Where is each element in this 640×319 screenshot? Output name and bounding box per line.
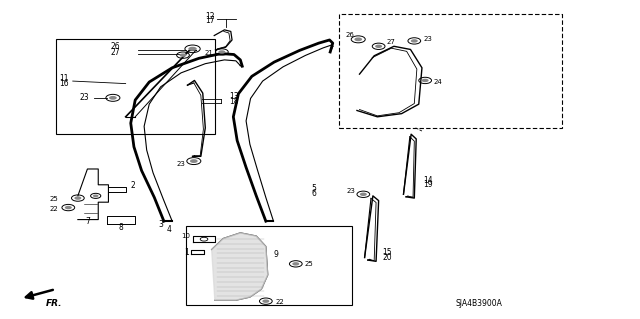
- Text: 15: 15: [382, 248, 392, 257]
- Text: 21: 21: [204, 50, 213, 56]
- Text: 23: 23: [79, 93, 89, 102]
- Text: 7: 7: [86, 217, 90, 226]
- Text: 20: 20: [382, 253, 392, 262]
- Polygon shape: [212, 233, 268, 300]
- Bar: [56, 39, 215, 134]
- Text: 26: 26: [346, 32, 355, 38]
- Circle shape: [65, 206, 72, 209]
- Text: 9: 9: [273, 250, 278, 259]
- Text: 26: 26: [110, 42, 120, 51]
- Circle shape: [190, 159, 198, 163]
- Circle shape: [93, 195, 99, 197]
- Circle shape: [179, 53, 186, 57]
- Text: 23: 23: [347, 188, 356, 194]
- Text: 23: 23: [176, 161, 185, 167]
- Circle shape: [360, 193, 367, 196]
- Circle shape: [188, 47, 196, 51]
- Circle shape: [355, 37, 362, 41]
- Text: 8: 8: [119, 223, 124, 232]
- Circle shape: [422, 79, 429, 82]
- Text: 11: 11: [59, 74, 68, 83]
- Text: 2: 2: [130, 181, 135, 190]
- Text: 27: 27: [387, 40, 396, 46]
- Bar: [186, 226, 352, 305]
- Circle shape: [262, 300, 269, 303]
- Text: 19: 19: [424, 180, 433, 189]
- Text: 14: 14: [424, 175, 433, 185]
- Text: 16: 16: [59, 79, 68, 88]
- Text: 4: 4: [166, 225, 172, 234]
- Text: 6: 6: [311, 189, 316, 198]
- Text: 25: 25: [50, 196, 59, 202]
- Circle shape: [109, 96, 116, 100]
- Circle shape: [375, 45, 382, 48]
- Text: 23: 23: [423, 36, 432, 42]
- Text: 18: 18: [230, 97, 239, 106]
- Circle shape: [411, 39, 418, 43]
- Text: FR.: FR.: [46, 299, 63, 308]
- Text: 25: 25: [304, 262, 313, 268]
- Text: 17: 17: [205, 17, 214, 26]
- Text: 27: 27: [110, 48, 120, 57]
- Text: 5: 5: [311, 184, 316, 193]
- Text: 22: 22: [50, 205, 59, 211]
- Text: 12: 12: [205, 12, 214, 21]
- Circle shape: [218, 50, 225, 54]
- Text: 22: 22: [275, 300, 284, 305]
- Text: 24: 24: [433, 79, 442, 85]
- Text: SJA4B3900A: SJA4B3900A: [456, 299, 503, 308]
- Circle shape: [74, 196, 81, 200]
- Bar: [339, 14, 562, 128]
- Text: 3: 3: [158, 220, 163, 229]
- Text: 13: 13: [230, 93, 239, 101]
- Circle shape: [292, 262, 300, 266]
- Text: 1: 1: [184, 248, 189, 257]
- Text: 10: 10: [182, 233, 191, 239]
